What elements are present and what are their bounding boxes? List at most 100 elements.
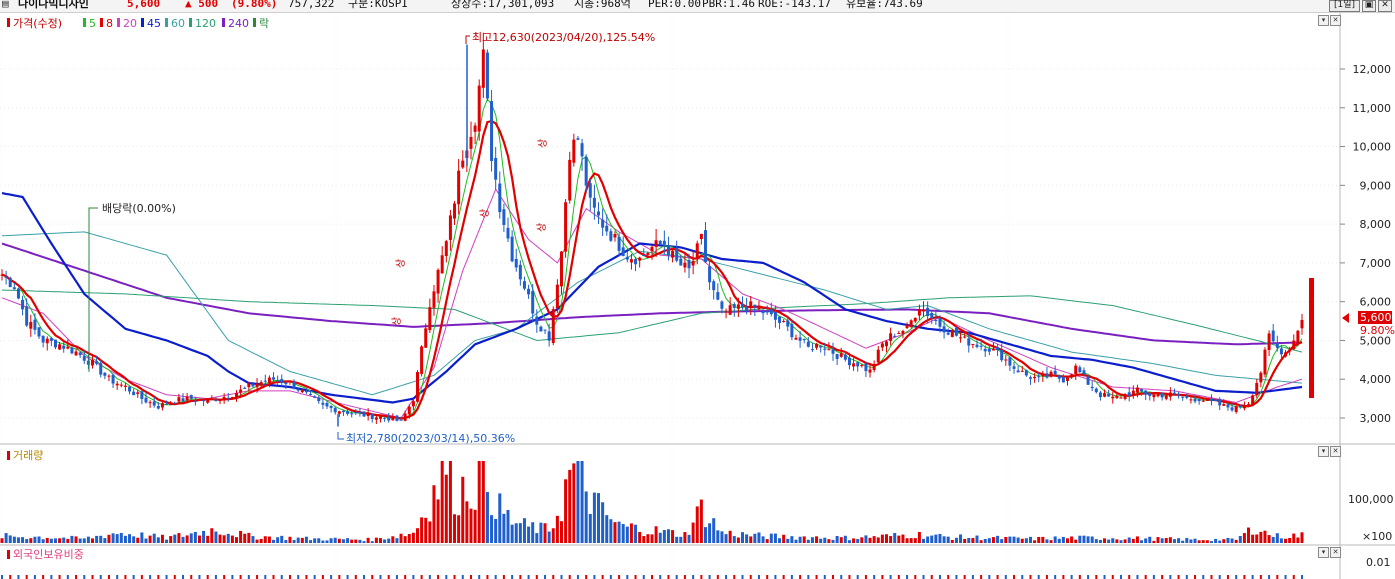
candle-body (1226, 404, 1230, 408)
volume-bar (831, 539, 835, 543)
volume-bar (259, 538, 263, 543)
volume-bar (950, 539, 954, 543)
volume-bar (1131, 538, 1135, 543)
volume-bar (165, 539, 169, 543)
foreign-bar (700, 575, 703, 579)
foreign-bar (930, 575, 933, 579)
candle-body (485, 52, 489, 99)
volume-bar (736, 537, 740, 543)
volume-bar (411, 532, 415, 543)
price-panel-close-button[interactable]: ✕ (1330, 15, 1341, 26)
foreign-bar (1218, 575, 1221, 579)
volume-legend: 거래량 (13, 449, 43, 462)
volume-bar (70, 535, 74, 543)
candle-body (588, 183, 592, 198)
candle-body (1140, 388, 1144, 392)
foreign-bar (1284, 575, 1287, 579)
candle-body (21, 299, 25, 310)
per-value: PER:0.00 (648, 0, 701, 10)
foreign-bar (1054, 575, 1057, 579)
candle-body (4, 276, 8, 278)
foreign-bar (1194, 575, 1197, 579)
candle-body (292, 381, 296, 389)
price-legend-swatch (7, 18, 10, 27)
price-panel-minimize-button[interactable]: ▾ (1318, 15, 1329, 26)
volume-bar (531, 522, 535, 543)
ma240-legend: 240 (228, 17, 249, 30)
foreign-bar (50, 575, 53, 579)
candle-body (230, 396, 234, 398)
foreign-bar (247, 575, 250, 579)
foreign-bar (1226, 575, 1229, 579)
volume-bar (514, 523, 518, 543)
restore-button[interactable]: ▣ (1362, 0, 1376, 12)
foreign-bar (140, 575, 143, 579)
volume-bar (823, 537, 827, 543)
candle-body (1070, 374, 1074, 378)
volume-bar (16, 537, 20, 543)
close-button[interactable]: ✕ (1378, 0, 1392, 12)
candle-body (609, 231, 613, 241)
volume-bar (724, 534, 728, 543)
candle-body (983, 348, 987, 352)
volume-bar (448, 461, 452, 543)
period-button[interactable]: [1일] (1329, 0, 1360, 12)
candle-body (757, 307, 761, 310)
volume-bar (1263, 530, 1267, 543)
volume-bar (383, 539, 387, 543)
foreign-bar (552, 575, 555, 579)
foreign-bar (848, 575, 851, 579)
candle-body (1284, 352, 1288, 357)
volume-bar (74, 536, 78, 543)
volume-bar (329, 538, 333, 543)
candle-body (917, 309, 921, 316)
volume-bar (350, 539, 354, 543)
price-y-ticks: 3,000 4,000 5,000 6,000 7,000 8,000 9,000 10,00… (1340, 63, 1391, 425)
candle-body (313, 396, 317, 398)
foreign-bar (75, 575, 78, 579)
foreign-bar (1087, 575, 1090, 579)
volume-bar (111, 533, 115, 543)
volume-bar (551, 528, 555, 543)
foreign-panel-close-button[interactable]: ✕ (1330, 547, 1341, 558)
candle-body (703, 230, 707, 263)
foreign-bar (272, 575, 275, 579)
foreign-bar (1136, 575, 1139, 579)
volume-bar (206, 535, 210, 543)
foreign-bar (486, 575, 489, 579)
candle-body (889, 333, 893, 341)
candle-body (629, 259, 633, 263)
foreign-bar (25, 575, 28, 579)
window-icon: ▤ (2, 0, 9, 10)
candle-body (16, 288, 20, 299)
volume-bar (942, 536, 946, 543)
candle-body (884, 341, 888, 347)
volume-bar (119, 532, 123, 543)
foreign-bar (651, 575, 653, 579)
volume-bar (1230, 538, 1234, 543)
volume-bar (666, 529, 670, 543)
candle-body (1012, 366, 1016, 369)
foreign-bar (182, 575, 185, 579)
candle-body (959, 337, 963, 339)
volume-bar (876, 537, 880, 543)
volume-panel-close-button[interactable]: ✕ (1330, 446, 1341, 457)
volume-bar (946, 536, 950, 543)
candle-body (1168, 392, 1172, 397)
volume-bar (703, 527, 707, 543)
foreign-bar (897, 575, 900, 579)
foreign-bar (766, 575, 769, 579)
volume-bar (843, 535, 847, 543)
volume-bar (99, 535, 103, 543)
foreign-bar (1292, 575, 1295, 579)
candle-body (876, 349, 880, 363)
foreign-bar (1128, 575, 1131, 579)
candle-body (234, 392, 238, 398)
foreign-bar (313, 575, 316, 579)
volume-panel-minimize-button[interactable]: ▾ (1318, 446, 1329, 457)
volume-bar (769, 533, 773, 543)
foreign-bar (1268, 575, 1271, 579)
volume-bar (819, 538, 823, 543)
foreign-panel-minimize-button[interactable]: ▾ (1318, 547, 1329, 558)
foreign-bar (469, 575, 472, 579)
